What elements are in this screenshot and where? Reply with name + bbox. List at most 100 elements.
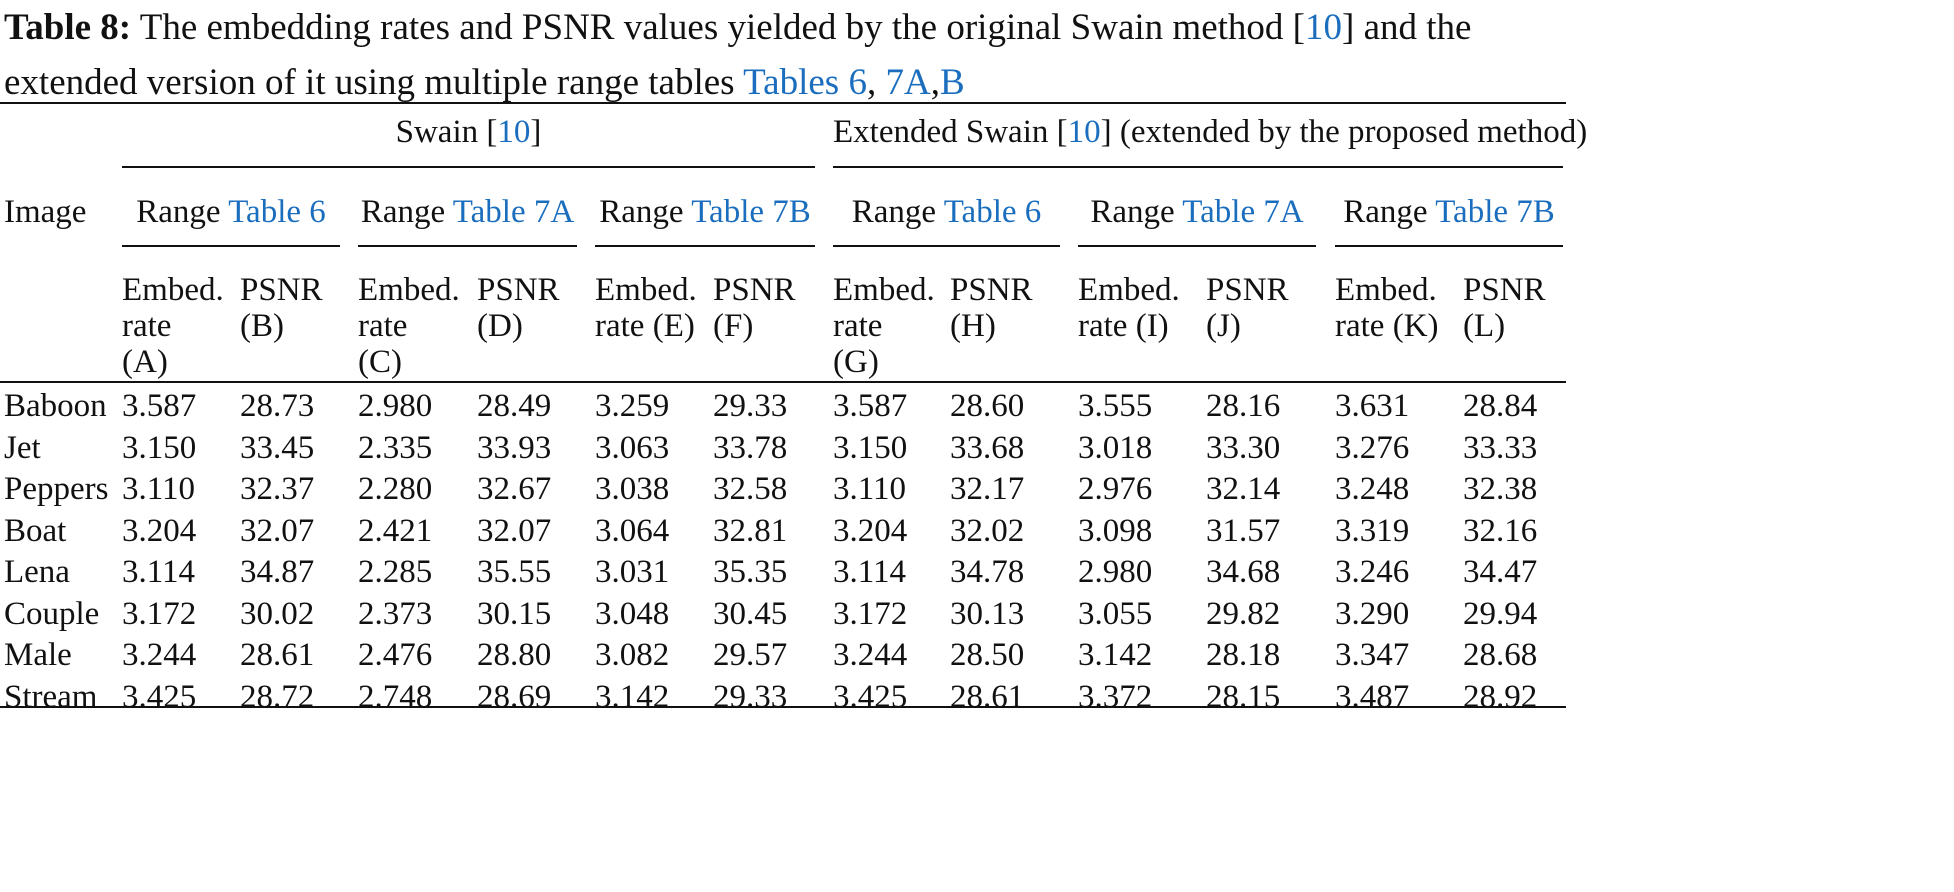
table-cell: 3.038 (595, 471, 670, 507)
table-cell: 3.048 (595, 596, 670, 632)
row-image-name: Stream (4, 679, 98, 715)
range-header-table-link[interactable]: Table 7A (452, 194, 575, 230)
range-header-table-link[interactable]: Table 6 (943, 194, 1042, 230)
column-header-line: (J) (1206, 308, 1241, 344)
caption-text-2: extended version of it using multiple ra… (4, 62, 744, 103)
table-cell: 3.172 (122, 596, 197, 632)
table-cell: 3.244 (833, 637, 908, 673)
row-image-name: Jet (4, 430, 41, 466)
table-cell: 3.150 (122, 430, 197, 466)
table-cell: 33.33 (1463, 430, 1538, 466)
table-cell: 28.92 (1463, 679, 1538, 715)
group-header-ref-link[interactable]: 10 (497, 114, 531, 150)
range-header-table-link[interactable]: Table 6 (228, 194, 326, 230)
table-cell: 28.60 (950, 388, 1025, 424)
caption-link-7a[interactable]: 7A (885, 62, 931, 103)
table-cell: 33.30 (1206, 430, 1281, 466)
table-cell: 3.098 (1078, 513, 1153, 549)
table-cell: 2.976 (1078, 471, 1153, 507)
table-caption: Table 8: The embedding rates and PSNR va… (4, 0, 1950, 110)
table-cell: 32.07 (477, 513, 552, 549)
table-cell: 29.57 (713, 637, 788, 673)
range-rule-4 (833, 245, 1060, 247)
table-cell: 3.204 (833, 513, 908, 549)
range-header-table-link[interactable]: Table 7A (1182, 194, 1304, 230)
range-header-table-link[interactable]: Table 7B (1435, 194, 1555, 230)
column-header-9: Embed. rate (I) (1078, 272, 1180, 344)
table-cell: 30.45 (713, 596, 788, 632)
table-cell: 3.063 (595, 430, 670, 466)
table-cell: 3.319 (1335, 513, 1410, 549)
range-rule-1 (122, 245, 340, 247)
column-header-line: Embed. (358, 272, 460, 308)
table-cell: 33.78 (713, 430, 788, 466)
column-header-2: PSNR (B) (240, 272, 323, 344)
table-cell: 3.082 (595, 637, 670, 673)
table-cell: 3.276 (1335, 430, 1410, 466)
table-cell: 28.61 (950, 679, 1025, 715)
row-image-name: Peppers (4, 471, 109, 507)
table-cell: 28.61 (240, 637, 315, 673)
table-cell: 3.142 (1078, 637, 1153, 673)
table-cell: 3.290 (1335, 596, 1410, 632)
table-cell: 3.246 (1335, 554, 1410, 590)
column-header-line: PSNR (477, 272, 560, 308)
table-cell: 3.587 (122, 388, 197, 424)
group-rule-2 (833, 166, 1563, 168)
table-cell: 34.68 (1206, 554, 1281, 590)
table-cell: 30.15 (477, 596, 552, 632)
caption-text-1-end: ] and the (1342, 7, 1472, 48)
table-cell: 28.73 (240, 388, 315, 424)
table-cell: 28.68 (1463, 637, 1538, 673)
table-cell: 32.81 (713, 513, 788, 549)
table-cell: 3.631 (1335, 388, 1410, 424)
column-header-line: rate (K) (1335, 308, 1439, 344)
table-cell: 32.14 (1206, 471, 1281, 507)
column-header-7: Embed. rate (G) (833, 272, 935, 380)
range-header-1: Range Table 6 (122, 190, 340, 234)
table-cell: 29.33 (713, 679, 788, 715)
range-rule-2 (358, 245, 577, 247)
column-header-line: PSNR (713, 272, 796, 308)
table-cell: 3.142 (595, 679, 670, 715)
column-header-line: Embed. (1078, 272, 1180, 308)
table-cell: 34.78 (950, 554, 1025, 590)
table-cell: 3.172 (833, 596, 908, 632)
group-header-text: Swain [ (395, 114, 498, 150)
column-header-line: PSNR (1206, 272, 1289, 308)
column-header-4: PSNR (D) (477, 272, 560, 344)
table-cell: 32.02 (950, 513, 1025, 549)
group-header-text: Extended Swain [ (833, 114, 1068, 150)
table-cell: 3.064 (595, 513, 670, 549)
column-header-line: rate (358, 308, 408, 344)
group-rule-1 (122, 166, 815, 168)
group-header-2: Extended Swain [10] (extended by the pro… (833, 110, 1587, 154)
range-header-table-link[interactable]: Table 7B (691, 194, 811, 230)
table-cell: 3.555 (1078, 388, 1153, 424)
table-cell: 28.15 (1206, 679, 1281, 715)
table-cell: 3.031 (595, 554, 670, 590)
column-header-line: (G) (833, 344, 879, 380)
group-header-text-end: ] (extended by the proposed method) (1100, 114, 1588, 150)
table-cell: 3.150 (833, 430, 908, 466)
table-cell: 2.421 (358, 513, 433, 549)
group-header-ref-link[interactable]: 10 (1067, 114, 1101, 150)
column-header-line: PSNR (240, 272, 323, 308)
row-image-name: Male (4, 637, 72, 673)
caption-link-7b[interactable]: B (939, 62, 965, 103)
table-cell: 2.748 (358, 679, 433, 715)
column-header-line: rate (E) (595, 308, 695, 344)
range-header-text: Range (851, 194, 944, 230)
table-cell: 28.69 (477, 679, 552, 715)
caption-ref-link[interactable]: 10 (1305, 7, 1342, 48)
caption-link-tables6[interactable]: Tables 6 (743, 62, 867, 103)
table-cell: 33.93 (477, 430, 552, 466)
table-cell: 3.425 (122, 679, 197, 715)
column-header-line: (F) (713, 308, 754, 344)
column-header-12: PSNR (L) (1463, 272, 1546, 344)
table-cell: 3.248 (1335, 471, 1410, 507)
range-rule-3 (595, 245, 815, 247)
table-cell: 35.55 (477, 554, 552, 590)
column-header-line: (B) (240, 308, 284, 344)
